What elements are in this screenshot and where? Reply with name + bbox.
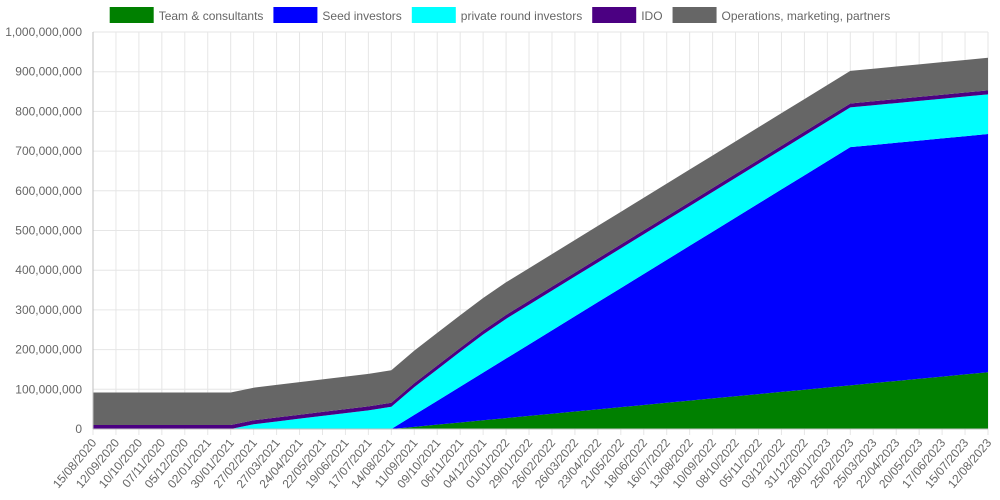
chart-axes <box>92 32 988 430</box>
legend-item-team-consultants[interactable]: Team & consultants <box>109 7 264 23</box>
area-series-seed-investors <box>93 134 988 430</box>
x-axis-ticks: 15/08/202012/09/202010/10/202007/11/2020… <box>50 436 995 491</box>
legend-label: Team & consultants <box>159 9 264 23</box>
y-tick-label: 300,000,000 <box>15 303 82 317</box>
legend-item-operations-marketing-partners[interactable]: Operations, marketing, partners <box>672 7 891 23</box>
y-tick-label: 600,000,000 <box>15 184 82 198</box>
y-tick-label: 200,000,000 <box>15 343 82 357</box>
legend-label: private round investors <box>461 9 582 23</box>
y-tick-label: 500,000,000 <box>15 224 82 238</box>
legend-swatch <box>411 7 456 23</box>
legend-label: Seed investors <box>322 9 401 23</box>
y-tick-label: 700,000,000 <box>15 144 82 158</box>
legend-swatch <box>592 7 637 23</box>
area-series-private-round-investors <box>93 94 988 429</box>
legend-swatch <box>109 7 154 23</box>
y-tick-label: 1,000,000,000 <box>5 25 82 39</box>
legend-label: IDO <box>641 9 662 23</box>
legend-item-seed-investors[interactable]: Seed investors <box>273 7 402 23</box>
y-axis-ticks: 0 100,000,000 200,000,000 300,000,000 400,00… <box>5 25 82 436</box>
chart-legend: Team & consultants Seed investors private … <box>109 7 891 23</box>
area-series-operations-marketing-partners <box>93 57 988 426</box>
y-tick-label: 0 <box>75 422 82 436</box>
y-tick-label: 100,000,000 <box>15 382 82 396</box>
legend-item-private-round-investors[interactable]: private round investors <box>411 7 582 23</box>
area-series-team-consultants <box>93 372 988 429</box>
legend-swatch <box>672 7 717 23</box>
legend-item-ido[interactable]: IDO <box>592 7 663 23</box>
y-tick-label: 800,000,000 <box>15 104 82 118</box>
legend-swatch <box>273 7 318 23</box>
y-tick-label: 900,000,000 <box>15 65 82 79</box>
y-tick-label: 400,000,000 <box>15 263 82 277</box>
legend-label: Operations, marketing, partners <box>722 9 891 23</box>
chart-areas <box>93 57 988 430</box>
